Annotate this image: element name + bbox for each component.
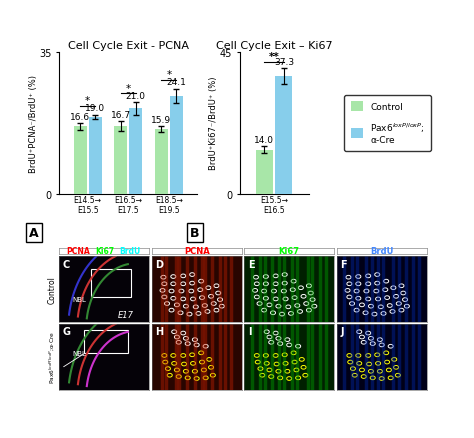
Bar (275, 77, 292, 194)
Text: B: B (190, 227, 200, 240)
Text: F: F (340, 259, 347, 269)
Title: Cell Cycle Exit – Ki67: Cell Cycle Exit – Ki67 (216, 40, 332, 50)
Text: PCNA: PCNA (66, 247, 90, 256)
Text: I: I (248, 327, 251, 337)
Text: C: C (63, 259, 70, 269)
Legend: Control, Pax6$^{loxP/loxP}$;
α-Cre: Control, Pax6$^{loxP/loxP}$; α-Cre (344, 95, 431, 151)
Text: BrdU: BrdU (119, 247, 141, 256)
Y-axis label: BrdU⁺Ki67⁻/BrdU⁺ (%): BrdU⁺Ki67⁻/BrdU⁺ (%) (209, 77, 218, 170)
Bar (89, 117, 101, 194)
Title: Cell Cycle Exit - PCNA: Cell Cycle Exit - PCNA (68, 40, 189, 50)
Text: G: G (63, 327, 71, 337)
Text: NBL: NBL (73, 296, 87, 302)
Text: Ki67: Ki67 (279, 247, 300, 256)
Y-axis label: Control: Control (47, 276, 56, 303)
Text: BrdU: BrdU (370, 247, 393, 256)
Text: PCNA: PCNA (184, 247, 210, 256)
Text: 14.0: 14.0 (255, 135, 274, 145)
Text: 16.7: 16.7 (111, 110, 131, 120)
Bar (73, 127, 87, 194)
Text: H: H (155, 327, 164, 337)
Text: E: E (248, 259, 255, 269)
Y-axis label: BrdU⁺PCNA⁻/BrdU⁺ (%): BrdU⁺PCNA⁻/BrdU⁺ (%) (29, 74, 38, 172)
Bar (155, 130, 168, 194)
Bar (129, 109, 142, 194)
Text: **: ** (269, 52, 280, 62)
Bar (256, 150, 273, 194)
Y-axis label: Pax6$^{loxP/loxP}$;α-Cre: Pax6$^{loxP/loxP}$;α-Cre (48, 331, 56, 383)
Bar (84, 331, 128, 353)
Text: *: * (85, 95, 90, 106)
Text: E17: E17 (118, 310, 134, 319)
Text: 37.3: 37.3 (274, 58, 294, 67)
Text: Ki67: Ki67 (95, 247, 114, 256)
Text: *: * (126, 84, 131, 93)
Text: 16.6: 16.6 (70, 113, 90, 121)
Text: 15.9: 15.9 (151, 116, 172, 125)
Text: *: * (166, 70, 172, 80)
Text: 19.0: 19.0 (85, 104, 105, 113)
Text: A: A (29, 227, 38, 240)
Text: NBL: NBL (73, 351, 87, 357)
Bar (91, 270, 131, 297)
Text: D: D (155, 259, 164, 269)
Bar (114, 127, 127, 194)
Bar (170, 97, 183, 194)
Text: J: J (340, 327, 344, 337)
Text: 24.1: 24.1 (166, 78, 186, 87)
Text: 21.0: 21.0 (126, 92, 146, 101)
